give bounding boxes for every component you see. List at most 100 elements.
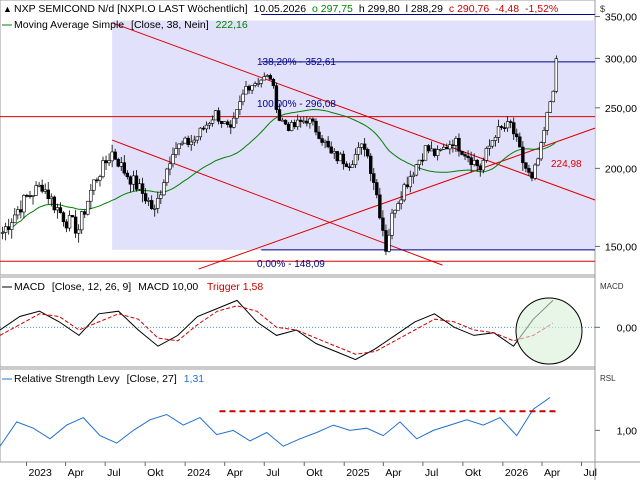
candle — [153, 204, 157, 217]
candle — [256, 77, 260, 88]
candle — [13, 208, 17, 224]
candle — [171, 147, 175, 168]
candle — [515, 128, 519, 142]
candle — [22, 194, 26, 219]
candle — [34, 181, 38, 196]
candle — [67, 210, 72, 232]
candle — [283, 119, 288, 126]
candle — [493, 135, 498, 147]
candle — [10, 218, 14, 239]
currency-symbol: $ — [600, 4, 605, 14]
candle — [61, 211, 66, 227]
candle — [40, 179, 44, 194]
candle — [545, 111, 549, 136]
candle — [192, 135, 196, 147]
x-tick-label: Apr — [227, 467, 244, 479]
macd-axis-title: MACD — [600, 282, 624, 291]
x-tick-label: 2024 — [187, 467, 211, 479]
date-text: 10.05.2026 — [254, 3, 307, 15]
candle — [390, 208, 394, 240]
candle — [210, 115, 215, 127]
candle — [439, 148, 443, 152]
candle — [365, 147, 370, 159]
candle — [512, 117, 516, 140]
rsl-panel[interactable] — [0, 368, 596, 463]
candle — [408, 170, 412, 193]
candle — [198, 127, 203, 141]
macd-line — [0, 299, 554, 361]
candle — [180, 140, 184, 146]
candle — [31, 195, 35, 205]
candle — [317, 125, 321, 140]
macd-legend: MACD [Close, 12, 26, 9] MACD 10,00 Trigg… — [14, 281, 263, 293]
candle — [86, 200, 90, 216]
x-tick-label: Okt — [306, 467, 322, 479]
x-tick-label: Jul — [107, 467, 120, 479]
candle — [326, 136, 330, 149]
x-tick-label: Okt — [465, 467, 481, 479]
candle — [372, 167, 376, 191]
candle — [484, 146, 489, 163]
candle — [226, 119, 230, 128]
x-tick-label: Jul — [584, 467, 597, 479]
candle — [463, 151, 467, 161]
candle — [189, 134, 193, 151]
candle — [76, 224, 81, 243]
rsl-axis-title: RSL — [600, 374, 616, 383]
candle — [204, 121, 209, 133]
candle — [177, 143, 181, 156]
candle — [435, 145, 440, 161]
fib-label-top: 138,20% - 352,61 — [257, 57, 336, 68]
candle — [414, 163, 419, 177]
x-tick-label: Apr — [544, 467, 561, 479]
candle — [186, 135, 190, 148]
candle — [524, 161, 528, 173]
candle — [402, 182, 406, 203]
candle — [259, 79, 263, 88]
x-tick-label: Okt — [147, 467, 163, 479]
x-axis: 2023 Apr Jul Okt 2024 Apr Jul Okt 2025 Apr Jul Okt 2… — [26, 462, 597, 479]
candle — [487, 139, 492, 156]
candle — [381, 210, 385, 237]
candle — [143, 188, 148, 205]
candle — [125, 170, 130, 180]
trend-line — [198, 127, 596, 270]
candle — [536, 157, 540, 167]
high-value: h 299,80 — [359, 3, 400, 15]
candle — [116, 157, 120, 168]
candle — [350, 160, 355, 168]
y-tick-label: 350,00 — [605, 12, 637, 24]
y-tick-label: 150,00 — [605, 241, 637, 253]
candle — [207, 121, 212, 130]
macd-highlight-circle — [515, 297, 583, 365]
candle — [235, 109, 239, 124]
candle — [122, 155, 127, 176]
change-value: -4,48 — [495, 3, 519, 15]
candle — [527, 164, 531, 176]
candle — [417, 159, 422, 171]
trend-line — [111, 22, 596, 201]
candle — [344, 161, 349, 168]
candle — [149, 195, 154, 210]
candle — [542, 126, 546, 146]
x-tick-label: 2025 — [346, 467, 370, 479]
candle — [521, 141, 525, 171]
candle — [356, 142, 361, 161]
candle — [101, 156, 105, 179]
candle — [518, 132, 522, 148]
candle — [369, 153, 373, 182]
candle — [168, 156, 172, 176]
candle — [378, 187, 382, 220]
y-tick-label: 200,00 — [605, 163, 637, 175]
candle — [165, 167, 169, 186]
candle — [134, 170, 139, 192]
candle — [314, 118, 318, 136]
candle — [238, 95, 242, 116]
ma-value-label: 224,98 — [551, 159, 582, 170]
candle — [250, 85, 254, 95]
candle — [399, 191, 403, 210]
candle — [156, 191, 160, 214]
candle — [52, 195, 57, 214]
candle — [481, 157, 486, 174]
candle — [466, 150, 470, 163]
